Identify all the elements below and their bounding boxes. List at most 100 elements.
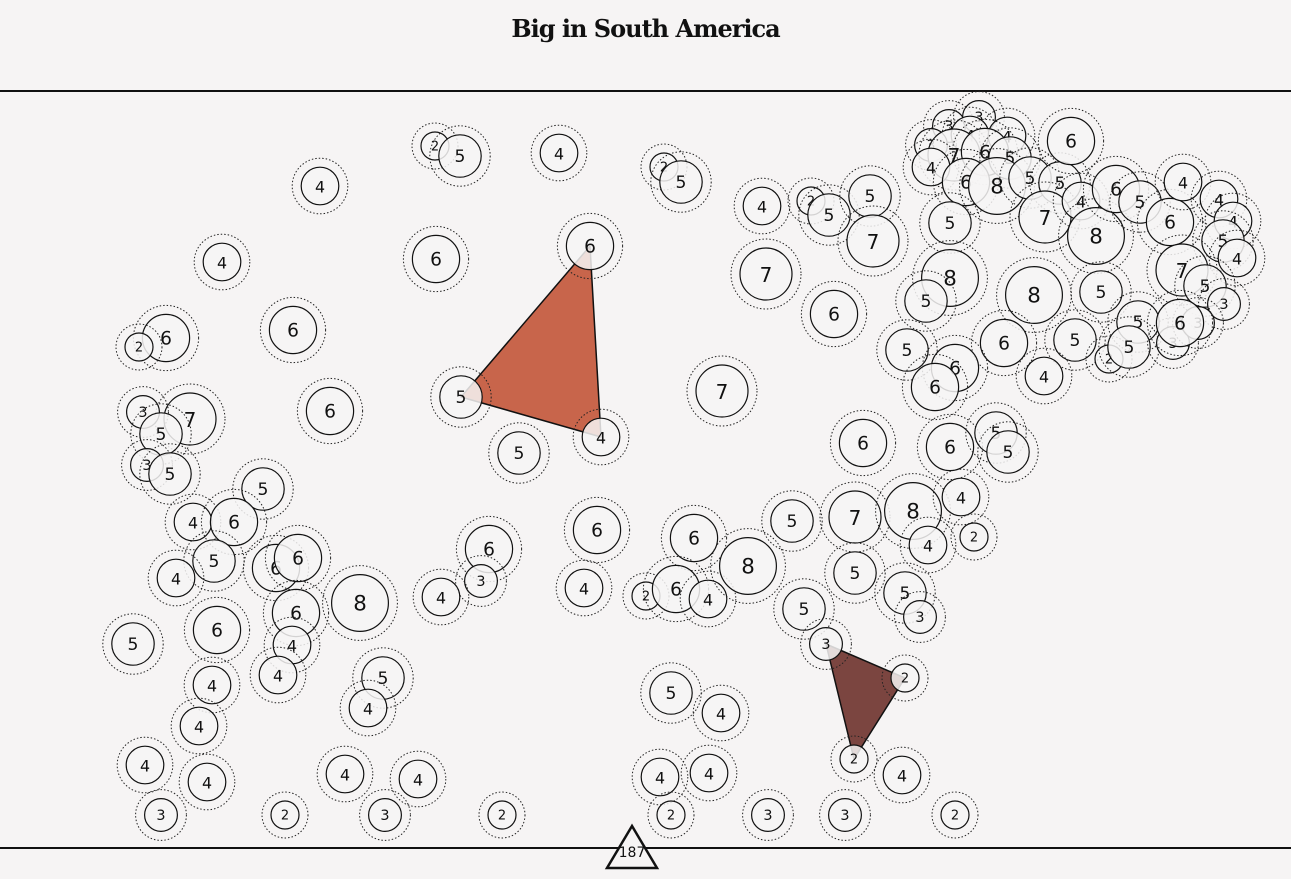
node[interactable]: 3 bbox=[800, 618, 852, 670]
node[interactable]: 5 bbox=[640, 662, 702, 724]
node[interactable]: 2 bbox=[931, 791, 979, 839]
node[interactable]: 3 bbox=[894, 591, 946, 643]
node[interactable]: 6 bbox=[402, 225, 470, 293]
node[interactable]: 6 bbox=[563, 496, 631, 564]
node[interactable]: 8 bbox=[875, 473, 951, 549]
node[interactable]: 7 bbox=[686, 355, 758, 427]
node[interactable]: 4 bbox=[316, 745, 374, 803]
node[interactable]: 4 bbox=[193, 233, 251, 291]
node[interactable]: 5 bbox=[977, 421, 1039, 483]
node[interactable]: 2 bbox=[950, 513, 998, 561]
node[interactable]: 7 bbox=[730, 238, 802, 310]
node-value: 6 bbox=[270, 559, 282, 580]
node[interactable]: 4 bbox=[339, 679, 397, 737]
node[interactable]: 8 bbox=[1058, 198, 1134, 274]
node[interactable]: 4 bbox=[147, 549, 205, 607]
node[interactable]: 2 bbox=[478, 791, 526, 839]
node[interactable]: 2 bbox=[881, 654, 929, 702]
node[interactable]: 6 bbox=[901, 353, 969, 421]
node[interactable]: 7 bbox=[819, 481, 891, 553]
node[interactable]: 6 bbox=[916, 413, 984, 481]
node-halo bbox=[873, 746, 931, 804]
node[interactable]: 4 bbox=[932, 468, 990, 526]
node[interactable]: 8 bbox=[710, 528, 786, 604]
node[interactable]: 2 bbox=[115, 323, 163, 371]
node[interactable]: 6 bbox=[556, 212, 624, 280]
node[interactable]: 2 bbox=[830, 735, 878, 783]
node[interactable]: 5 bbox=[824, 542, 886, 604]
node-circle bbox=[828, 490, 882, 544]
node[interactable]: 3 bbox=[135, 789, 187, 841]
node-halo bbox=[881, 654, 929, 702]
node[interactable]: 3 bbox=[455, 555, 507, 607]
node[interactable]: 5 bbox=[1044, 309, 1106, 371]
node-circle bbox=[124, 332, 154, 362]
node[interactable]: 4 bbox=[249, 646, 307, 704]
node[interactable]: 4 bbox=[116, 736, 174, 794]
node[interactable]: 6 bbox=[259, 296, 327, 364]
node[interactable]: 2 bbox=[647, 791, 695, 839]
node-halo bbox=[259, 296, 327, 364]
node[interactable]: 4 bbox=[733, 177, 791, 235]
node-value: 6 bbox=[584, 237, 596, 258]
node[interactable]: 4 bbox=[899, 516, 957, 574]
node[interactable]: 5 bbox=[761, 490, 823, 552]
node-halo bbox=[819, 789, 871, 841]
node[interactable]: 5 bbox=[876, 319, 938, 381]
node[interactable]: 5 bbox=[650, 151, 712, 213]
node[interactable]: 5 bbox=[488, 422, 550, 484]
node[interactable]: 4 bbox=[389, 750, 447, 808]
node[interactable]: 6 bbox=[970, 309, 1038, 377]
node[interactable]: 5 bbox=[798, 184, 860, 246]
node[interactable]: 3 bbox=[742, 789, 794, 841]
node[interactable]: 7 bbox=[837, 205, 909, 277]
node[interactable]: 5 bbox=[919, 192, 981, 254]
node[interactable]: 5 bbox=[102, 613, 164, 675]
node[interactable]: 6 bbox=[296, 377, 364, 445]
node[interactable]: 6 bbox=[264, 524, 332, 592]
node[interactable]: 3 bbox=[1198, 278, 1250, 330]
node[interactable]: 3 bbox=[359, 789, 411, 841]
node[interactable]: 4 bbox=[1208, 229, 1266, 287]
node[interactable]: 5 bbox=[232, 458, 294, 520]
node[interactable]: 4 bbox=[631, 748, 689, 806]
node-circle bbox=[1217, 238, 1257, 278]
node[interactable]: 4 bbox=[530, 124, 588, 182]
node[interactable]: 3 bbox=[819, 789, 871, 841]
node[interactable]: 4 bbox=[555, 559, 613, 617]
node[interactable]: 6 bbox=[200, 488, 268, 556]
node[interactable]: 4 bbox=[680, 744, 738, 802]
node[interactable]: 4 bbox=[183, 656, 241, 714]
node[interactable]: 4 bbox=[679, 570, 737, 628]
node[interactable]: 6 bbox=[660, 504, 728, 572]
node[interactable]: 6 bbox=[1146, 289, 1214, 357]
node[interactable]: 4 bbox=[291, 157, 349, 215]
node-value: 6 bbox=[960, 173, 972, 194]
node[interactable]: 4 bbox=[692, 684, 750, 742]
node[interactable]: 5 bbox=[895, 270, 957, 332]
node[interactable]: 6 bbox=[800, 280, 868, 348]
node[interactable]: 4 bbox=[873, 746, 931, 804]
node[interactable]: 6 bbox=[1037, 107, 1105, 175]
node[interactable]: 5 bbox=[139, 443, 201, 505]
node[interactable]: 5 bbox=[429, 125, 491, 187]
node[interactable]: 6 bbox=[262, 579, 330, 647]
node-value: 4 bbox=[1214, 191, 1224, 210]
node[interactable]: 4 bbox=[170, 697, 228, 755]
node[interactable]: 5 bbox=[1098, 316, 1160, 378]
node[interactable]: 5 bbox=[1070, 261, 1132, 323]
node[interactable]: 6 bbox=[829, 409, 897, 477]
node-value: 5 bbox=[865, 187, 876, 207]
node[interactable]: 4 bbox=[412, 568, 470, 626]
node[interactable]: 5 bbox=[773, 578, 835, 640]
node[interactable]: 4 bbox=[572, 408, 630, 466]
node-halo bbox=[430, 366, 492, 428]
node[interactable]: 5 bbox=[130, 403, 192, 465]
node[interactable]: 8 bbox=[322, 565, 398, 641]
node[interactable]: 4 bbox=[1015, 347, 1073, 405]
node[interactable]: 6 bbox=[183, 596, 251, 664]
node[interactable]: 2 bbox=[261, 791, 309, 839]
node[interactable]: 4 bbox=[178, 753, 236, 811]
node[interactable]: 5 bbox=[430, 366, 492, 428]
